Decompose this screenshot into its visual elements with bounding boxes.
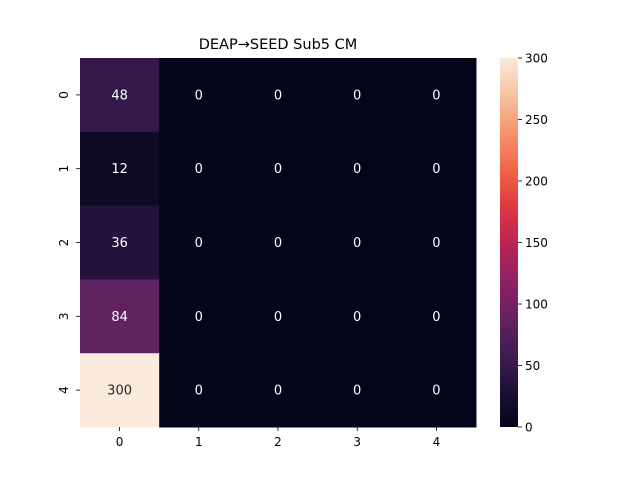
x-tick-label: 2 bbox=[274, 435, 282, 449]
chart-title: DEAP→SEED Sub5 CM bbox=[199, 37, 358, 53]
colorbar-tick-label: 250 bbox=[525, 113, 548, 127]
heatmap-cell bbox=[396, 131, 477, 207]
cell-value-label: 0 bbox=[195, 88, 203, 103]
colorbar-tick-label: 150 bbox=[525, 236, 548, 250]
cell-value-label: 12 bbox=[111, 162, 128, 177]
cell-value-label: 0 bbox=[353, 162, 361, 177]
y-tick-label: 2 bbox=[57, 239, 71, 247]
colorbar-tick-label: 300 bbox=[525, 52, 548, 66]
cell-value-label: 0 bbox=[432, 88, 440, 103]
heatmap-cell bbox=[238, 131, 319, 207]
heatmap-cell bbox=[317, 205, 398, 280]
cell-value-label: 0 bbox=[274, 384, 282, 399]
heatmap-cell bbox=[238, 58, 319, 133]
cell-value-label: 0 bbox=[353, 310, 361, 325]
cell-value-label: 0 bbox=[274, 236, 282, 251]
y-tick-label: 0 bbox=[57, 91, 71, 99]
cell-value-label: 0 bbox=[195, 236, 203, 251]
heatmap-cell bbox=[317, 58, 398, 133]
heatmap-cell bbox=[159, 131, 239, 207]
cell-value-label: 0 bbox=[195, 310, 203, 325]
cell-value-label: 0 bbox=[353, 88, 361, 103]
colorbar-tick-label: 200 bbox=[525, 175, 548, 189]
heatmap-annotations: 48 0 0 0 0 12 0 0 0 0 36 0 0 0 0 84 0 0 0 0 300 0 0 0 0 bbox=[107, 88, 440, 398]
cell-value-label: 0 bbox=[195, 162, 203, 177]
cell-value-label: 0 bbox=[432, 162, 440, 177]
heatmap-cell bbox=[396, 58, 477, 133]
heatmap-cell bbox=[317, 131, 398, 207]
heatmap-cell bbox=[238, 205, 319, 280]
colorbar-tick-label: 50 bbox=[525, 359, 540, 373]
cell-value-label: 0 bbox=[195, 384, 203, 399]
x-axis: 0 1 2 3 4 bbox=[116, 427, 440, 449]
cell-value-label: 0 bbox=[432, 384, 440, 399]
cell-value-label: 0 bbox=[274, 310, 282, 325]
heatmap-cell bbox=[396, 205, 477, 280]
heatmap-cell bbox=[238, 353, 319, 428]
heatmap-cell bbox=[80, 205, 160, 280]
heatmap-cell bbox=[159, 58, 239, 133]
heatmap-cell bbox=[396, 353, 477, 428]
cell-value-label: 300 bbox=[107, 384, 132, 399]
y-tick-label: 4 bbox=[57, 386, 71, 394]
heatmap-cell bbox=[159, 279, 239, 354]
heatmap-cell bbox=[317, 279, 398, 354]
cell-value-label: 48 bbox=[111, 88, 128, 103]
heatmap-cell bbox=[80, 279, 160, 354]
colorbar-gradient bbox=[500, 58, 518, 427]
heatmap-cell bbox=[159, 353, 239, 428]
cell-value-label: 36 bbox=[111, 236, 128, 251]
y-axis: 0 1 2 3 4 bbox=[57, 91, 80, 394]
x-tick-label: 4 bbox=[433, 435, 441, 449]
heatmap-cell bbox=[159, 205, 239, 280]
cell-value-label: 0 bbox=[274, 88, 282, 103]
x-tick-label: 1 bbox=[195, 435, 203, 449]
heatmap-cell bbox=[396, 279, 477, 354]
cell-value-label: 0 bbox=[274, 162, 282, 177]
y-tick-label: 3 bbox=[57, 312, 71, 320]
colorbar-tick-label: 0 bbox=[525, 421, 533, 435]
x-tick-label: 0 bbox=[116, 435, 124, 449]
heatmap-cell bbox=[80, 353, 160, 428]
y-tick-label: 1 bbox=[57, 165, 71, 173]
cell-value-label: 0 bbox=[353, 236, 361, 251]
heatmap-cell bbox=[317, 353, 398, 428]
colorbar: 0 50 100 150 200 250 300 bbox=[500, 52, 548, 435]
heatmap-cell bbox=[80, 131, 160, 207]
x-tick-label: 3 bbox=[353, 435, 361, 449]
cell-value-label: 84 bbox=[111, 310, 128, 325]
colorbar-tick-label: 100 bbox=[525, 298, 548, 312]
cell-value-label: 0 bbox=[432, 236, 440, 251]
heatmap-cells bbox=[80, 58, 477, 428]
heatmap-cell bbox=[238, 279, 319, 354]
heatmap-cell bbox=[80, 58, 160, 133]
cell-value-label: 0 bbox=[353, 384, 361, 399]
cell-value-label: 0 bbox=[432, 310, 440, 325]
